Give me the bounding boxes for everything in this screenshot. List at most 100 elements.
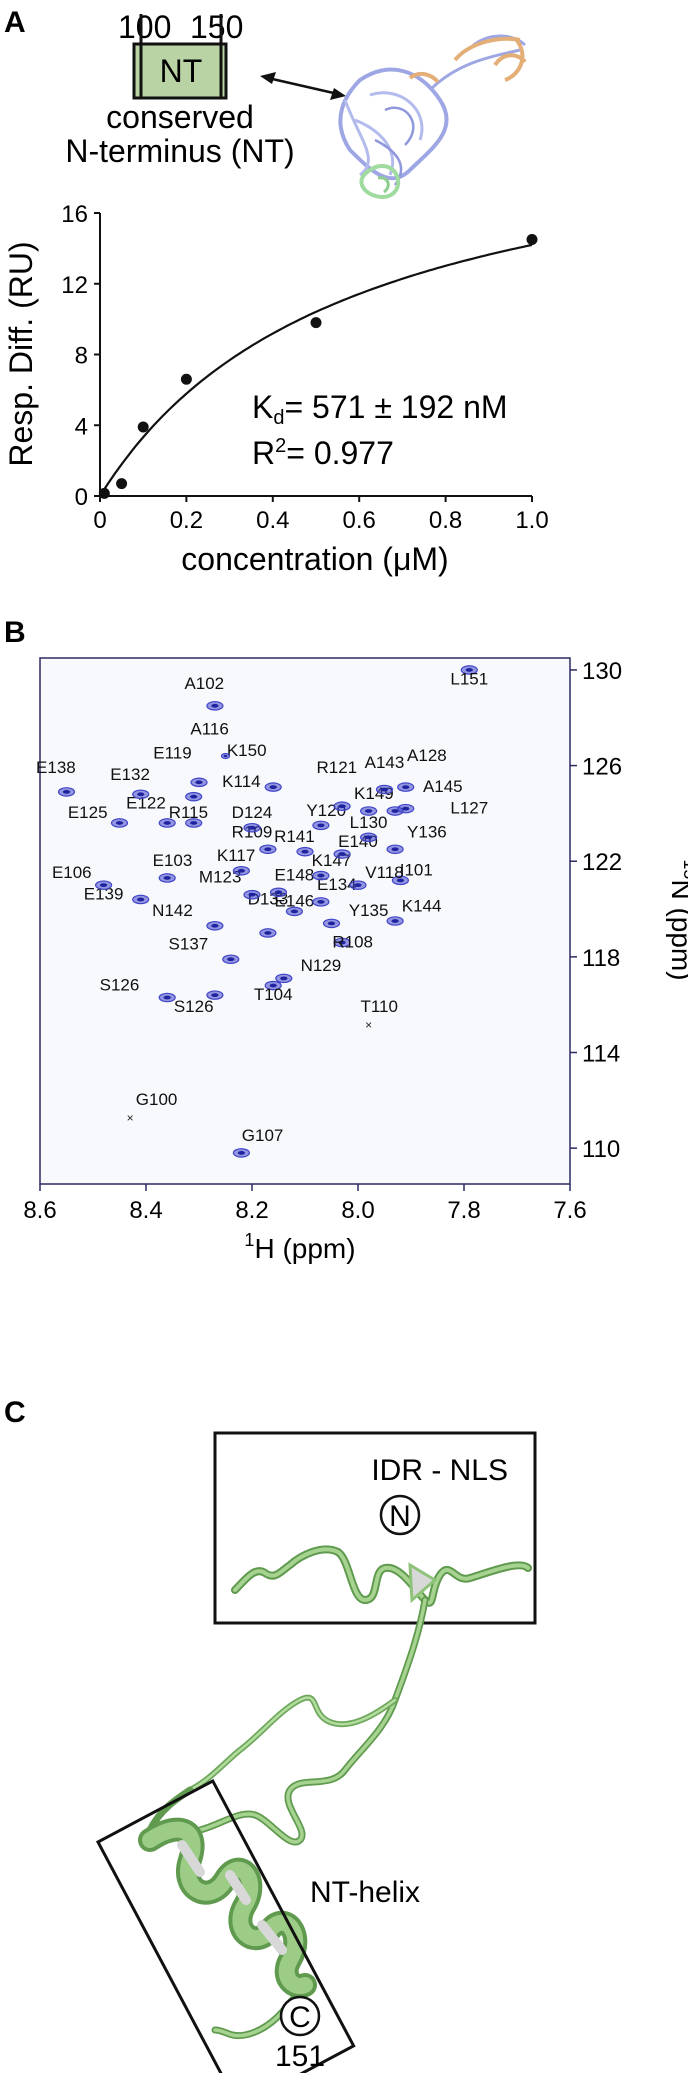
peak-core [264,847,272,852]
peak-label: T104 [254,985,293,1004]
peak-label: N142 [152,901,193,920]
peak-core [237,868,245,873]
peak-label: T110 [360,997,398,1016]
peak-core [237,1151,245,1155]
r2-annotation: R2= 0.977 [252,435,394,471]
c-terminus-number: 151 [275,2040,325,2073]
y-tick-label: 126 [582,754,622,781]
peak-core [365,809,373,813]
peak-label: E139 [84,884,124,903]
x-ticks: 0 0.2 0.4 0.6 0.8 1.0 [93,496,549,534]
peak-label: E125 [68,803,108,822]
fit-curve [101,243,533,494]
x-tick-label: 8.6 [23,1197,56,1224]
x-tick-label: 7.6 [553,1197,586,1224]
peak-label: V118 [365,863,403,882]
peak-label: L130 [350,813,388,832]
peak-core [396,878,404,883]
y-axis-label: Resp. Diff. (RU) [3,241,39,466]
peak-label: E106 [52,863,92,882]
peak-core [269,785,277,789]
peak-label: E148 [275,865,315,884]
panel-b-label: B [4,616,26,649]
peak-core [62,790,71,794]
peak-label: Y135 [349,901,389,920]
protein-ribbon [146,1545,532,2040]
peak-label: A128 [407,746,447,765]
peak-core [248,825,256,830]
y-tick-label: 16 [61,201,88,228]
data-point [98,487,110,499]
protein-structure-image [338,34,527,199]
peak-label: S137 [169,935,209,954]
peak-label: R121 [316,758,357,777]
peak-label: E134 [317,875,357,894]
c-terminus-letter: C [289,2001,311,2034]
peak-label: E146 [275,892,315,911]
data-points [98,234,538,499]
x-axis-label: concentration (μM) [181,541,448,577]
peak-core [354,883,362,888]
panel-c-label: C [4,1396,26,1429]
nt-helix-box [95,1778,356,2073]
y-ticks: 110 114 118 122 126 130 [570,658,622,1163]
nt-helix-ribbon [138,1817,317,1999]
peak-core [190,821,198,825]
peak-core [327,921,336,926]
domain-box-label: NT [160,53,203,89]
peak-label: E138 [36,758,76,777]
peak-core [195,780,203,785]
data-point [137,421,149,433]
peak-label: E119 [153,743,191,762]
panel-a: A 100 150 NT conserved N-terminus (NT) [3,6,549,577]
binding-chart: 0 0.2 0.4 0.6 0.8 1.0 0 4 8 12 16 concentration (… [3,201,549,577]
peak-label: G107 [242,1126,284,1145]
peak-core [280,976,288,981]
peak-core [465,668,473,672]
idr-nls-box [213,1431,537,1625]
peak-core [269,983,277,988]
peak-core [391,919,399,923]
domain-caption-1: conserved [106,99,254,135]
peak-core [190,794,198,799]
y-tick-label: 8 [75,343,88,370]
nt-helix-label: NT-helix [310,1876,420,1909]
kd-annotation: Kd= 571 ± 192 nM [252,389,508,429]
peak-core [290,909,298,914]
peak-core [317,823,325,828]
peak-core [338,852,346,856]
peak-cross: × [127,1111,134,1125]
peak-core [137,897,145,902]
peak-label: A116 [190,720,228,739]
peak-core [163,821,171,825]
peak-core [301,849,309,854]
x-ticks: 8.6 8.4 8.2 8.0 7.8 7.6 [23,1184,587,1224]
peak-core [365,835,373,840]
panel-c: C IDR - NLS N NT-helix C [4,1396,537,2073]
c-terminus-marker [279,1995,321,2037]
peak-label: L127 [450,798,488,817]
peak-core [100,883,108,888]
data-point [116,478,128,490]
x-tick-label: 8.2 [235,1197,268,1224]
y-tick-label: 122 [582,849,622,876]
peak-core [248,892,256,897]
peak-core [163,995,171,1000]
panel-b: B 8.6 8.4 8.2 8.0 7.8 7.6 110114118122126130 … [4,616,688,1264]
x-tick-label: 8.4 [129,1197,162,1224]
data-point [310,317,322,329]
data-point [180,373,192,385]
peak-label: I101 [400,861,433,880]
domain-tick-150: 150 [190,9,243,45]
peak-label: L151 [450,669,488,688]
x-tick-label: 7.8 [447,1197,480,1224]
peak-label: K117 [217,846,255,865]
y-tick-label: 118 [582,945,620,972]
peak-label: D124 [232,803,273,822]
peak-core [391,809,399,813]
n-terminus-marker [379,1494,421,1536]
peak-core [223,754,228,758]
spectrum-frame [39,657,571,1185]
